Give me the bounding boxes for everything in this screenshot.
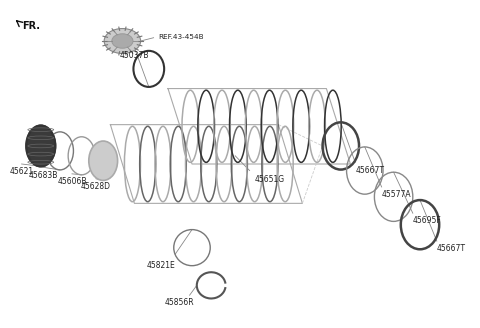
Text: 45628D: 45628D xyxy=(81,182,111,191)
Text: REF.43-454B: REF.43-454B xyxy=(158,34,204,40)
Text: 45695F: 45695F xyxy=(413,216,442,225)
Ellipse shape xyxy=(104,29,141,53)
Text: 45606B: 45606B xyxy=(57,177,87,186)
Text: 45667T: 45667T xyxy=(355,166,384,174)
Text: 45821E: 45821E xyxy=(146,261,175,270)
Ellipse shape xyxy=(112,34,133,48)
Text: 45683B: 45683B xyxy=(28,171,58,179)
Text: FR.: FR. xyxy=(22,21,40,31)
Ellipse shape xyxy=(26,126,55,166)
Text: 45651G: 45651G xyxy=(254,175,285,184)
Text: 45577A: 45577A xyxy=(382,190,411,199)
Text: 45621: 45621 xyxy=(10,167,34,176)
Text: 45667T: 45667T xyxy=(437,244,466,253)
Text: 45037B: 45037B xyxy=(120,51,149,60)
Ellipse shape xyxy=(89,141,118,180)
Text: 45856R: 45856R xyxy=(165,298,194,307)
Ellipse shape xyxy=(26,126,55,166)
